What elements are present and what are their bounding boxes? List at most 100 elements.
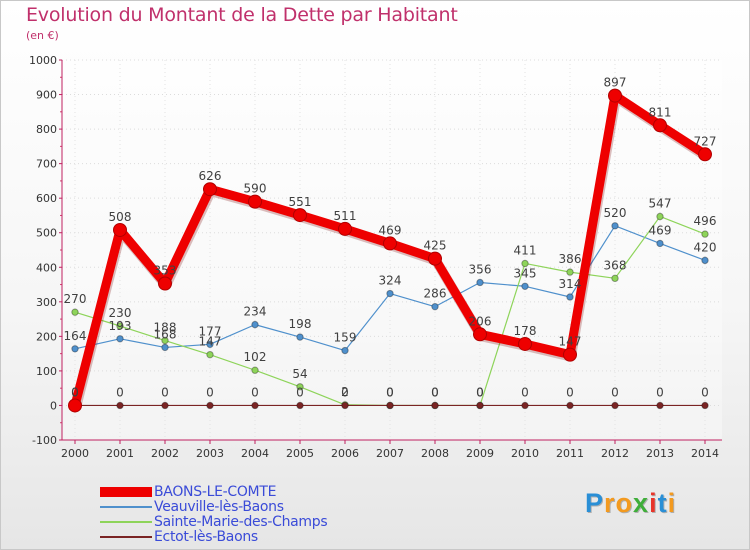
data-point <box>161 343 169 352</box>
data-label: 353 <box>154 264 177 278</box>
data-point <box>206 340 214 349</box>
data-point <box>116 322 124 330</box>
data-label: 314 <box>559 277 582 291</box>
data-point <box>608 88 622 103</box>
data-label: 511 <box>334 209 357 223</box>
data-label: 626 <box>199 169 222 183</box>
data-label: 368 <box>604 258 627 272</box>
data-point <box>611 401 619 410</box>
data-label: 897 <box>604 76 627 90</box>
data-label: 547 <box>649 196 672 210</box>
legend-label: Veauville-lès-Baons <box>154 499 284 515</box>
data-point <box>161 336 169 345</box>
y-tick-label: 1000 <box>29 54 57 67</box>
data-label: 164 <box>64 329 87 343</box>
data-label: 508 <box>109 210 132 224</box>
data-label: 496 <box>694 214 717 228</box>
x-tick-label: 2014 <box>691 447 719 460</box>
brand-letter: i <box>649 488 658 518</box>
data-point <box>521 401 529 410</box>
data-label: 590 <box>244 182 267 196</box>
data-point <box>566 401 574 410</box>
data-point <box>428 251 442 266</box>
data-label: 0 <box>251 385 259 399</box>
data-point <box>71 308 79 316</box>
data-point <box>611 222 619 230</box>
brand-letter: o <box>615 488 634 518</box>
legend-swatch <box>100 521 152 523</box>
data-label: 159 <box>334 331 357 345</box>
x-tick-label: 2010 <box>511 447 539 460</box>
data-point <box>206 401 214 410</box>
data-label: 0 <box>431 385 439 399</box>
data-label: 0 <box>341 385 349 399</box>
data-label: 206 <box>469 314 492 328</box>
data-label: 425 <box>424 239 447 253</box>
y-tick-label: 0 <box>50 399 57 412</box>
y-tick-label: 600 <box>36 192 57 205</box>
y-tick-label: -100 <box>32 434 57 447</box>
data-point <box>248 194 262 209</box>
data-point <box>656 401 664 410</box>
y-tick-label: 700 <box>36 158 57 171</box>
x-tick-label: 2000 <box>61 447 89 460</box>
data-point <box>473 327 487 342</box>
data-point <box>563 347 577 362</box>
data-point <box>476 278 484 287</box>
data-point <box>698 147 712 162</box>
data-label: 147 <box>199 335 222 349</box>
x-tick-label: 2001 <box>106 447 134 460</box>
data-point <box>341 346 349 355</box>
data-point <box>521 259 529 268</box>
data-label: 324 <box>379 274 402 288</box>
data-point <box>251 320 259 329</box>
data-point <box>566 293 574 301</box>
x-tick-label: 2005 <box>286 447 314 460</box>
data-label: 234 <box>244 305 267 319</box>
y-tick-label: 500 <box>36 227 57 240</box>
data-point <box>113 222 127 237</box>
data-label: 2 <box>341 385 349 399</box>
data-label: 811 <box>649 105 672 119</box>
data-label: 0 <box>611 385 619 399</box>
data-point <box>71 345 79 353</box>
data-label: 178 <box>514 324 537 338</box>
y-tick-label: 800 <box>36 123 57 136</box>
data-point <box>206 350 214 359</box>
data-label: 0 <box>656 385 664 399</box>
y-tick-label: 100 <box>36 365 57 378</box>
brand-logo: Proxiti <box>585 488 676 519</box>
chart-unit: (en €) <box>26 29 59 42</box>
data-label: 0 <box>296 385 304 399</box>
x-tick-label: 2002 <box>151 447 179 460</box>
data-label: 168 <box>154 327 177 341</box>
x-tick-label: 2013 <box>646 447 674 460</box>
data-label: 0 <box>116 385 124 399</box>
x-tick-label: 2012 <box>601 447 629 460</box>
data-label: 0 <box>521 385 529 399</box>
data-label: 0 <box>386 385 394 399</box>
data-point <box>518 336 532 351</box>
legend-swatch <box>100 487 152 497</box>
brand-letter: r <box>604 488 616 518</box>
data-label: 0 <box>476 385 484 399</box>
data-label: 469 <box>379 223 402 237</box>
legend-label: Ectot-lès-Baons <box>154 529 258 545</box>
data-label: 420 <box>694 240 717 254</box>
legend-swatch <box>100 506 152 508</box>
data-point <box>68 398 82 413</box>
data-label: 0 <box>701 385 709 399</box>
x-tick-label: 2008 <box>421 447 449 460</box>
brand-letter: i <box>667 488 677 518</box>
data-point <box>701 230 709 238</box>
data-label: 411 <box>514 243 537 257</box>
data-point <box>158 276 172 291</box>
data-label: 0 <box>431 385 439 399</box>
legend-label: BAONS-LE-COMTE <box>154 484 277 500</box>
data-label: 230 <box>109 306 132 320</box>
chart-title: Evolution du Montant de la Dette par Hab… <box>26 4 458 26</box>
x-tick-label: 2009 <box>466 447 494 460</box>
data-label: 270 <box>64 292 87 306</box>
data-point <box>521 282 529 290</box>
data-point <box>383 236 397 251</box>
